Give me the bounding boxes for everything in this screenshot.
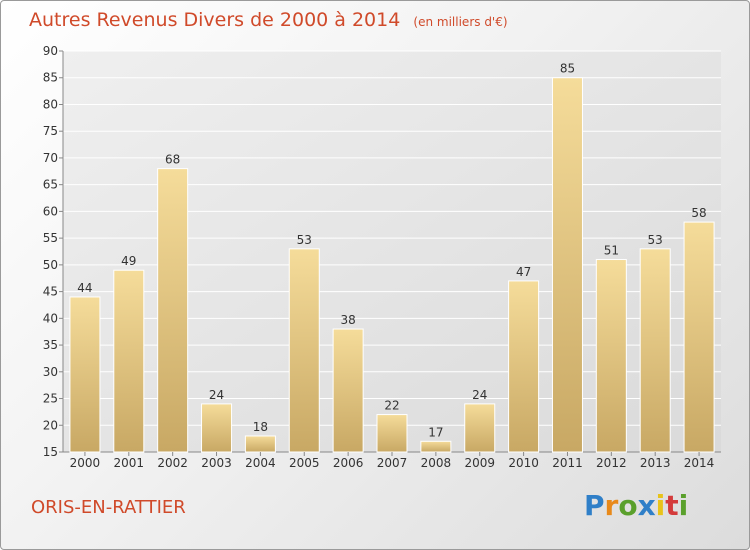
bar	[464, 403, 496, 453]
chart-title-block: Autres Revenus Divers de 2000 à 2014 (en…	[29, 9, 508, 31]
bar	[157, 168, 189, 453]
y-tick-label: 35	[43, 338, 58, 352]
y-tick-label: 90	[43, 44, 58, 58]
chart-subtitle: (en milliers d'€)	[413, 15, 508, 29]
place-name: ORIS-EN-RATTIER	[31, 497, 186, 518]
x-tick-label: 2010	[508, 456, 539, 470]
proxiti-logo: Proxiti	[584, 489, 688, 522]
logo-letter: o	[618, 489, 638, 522]
bar	[595, 259, 627, 453]
logo-letter: x	[637, 489, 656, 522]
data-label: 53	[648, 233, 663, 247]
x-tick-label: 2005	[289, 456, 320, 470]
x-tick-label: 2002	[157, 456, 188, 470]
data-label: 49	[121, 254, 136, 268]
y-tick-label: 25	[43, 392, 58, 406]
bar	[683, 221, 715, 453]
bar	[201, 403, 233, 453]
data-label: 44	[77, 281, 92, 295]
data-label: 17	[428, 425, 443, 439]
bar	[420, 440, 452, 453]
y-tick-label: 85	[43, 71, 58, 85]
data-label: 58	[691, 206, 706, 220]
y-tick-label: 55	[43, 231, 58, 245]
data-label: 68	[165, 153, 180, 167]
bar	[508, 280, 540, 453]
logo-letter: P	[584, 489, 605, 522]
x-tick-label: 2012	[596, 456, 627, 470]
y-tick-label: 50	[43, 258, 58, 272]
data-label: 85	[560, 62, 575, 76]
y-tick-label: 30	[43, 365, 58, 379]
bar	[113, 269, 145, 453]
x-tick-label: 2006	[333, 456, 364, 470]
data-label: 47	[516, 265, 531, 279]
data-label: 24	[209, 388, 224, 402]
bar	[639, 248, 671, 453]
chart-title: Autres Revenus Divers de 2000 à 2014	[29, 9, 401, 31]
y-tick-label: 80	[43, 97, 58, 111]
data-label: 51	[604, 244, 619, 258]
y-tick-label: 65	[43, 178, 58, 192]
bar	[332, 328, 364, 453]
y-tick-label: 70	[43, 151, 58, 165]
y-tick-label: 15	[43, 445, 58, 459]
data-label: 18	[253, 420, 268, 434]
bar	[551, 77, 583, 453]
data-label: 38	[340, 313, 355, 327]
x-tick-label: 2011	[552, 456, 583, 470]
logo-letter: i	[678, 489, 689, 522]
x-tick-label: 2008	[421, 456, 452, 470]
x-tick-label: 2004	[245, 456, 276, 470]
y-tick-label: 60	[43, 204, 58, 218]
y-tick-label: 75	[43, 124, 58, 138]
data-label: 22	[384, 399, 399, 413]
data-label: 24	[472, 388, 487, 402]
x-tick-label: 2007	[377, 456, 408, 470]
bar	[69, 296, 101, 453]
x-tick-label: 2000	[70, 456, 101, 470]
x-tick-label: 2009	[464, 456, 495, 470]
x-tick-label: 2001	[114, 456, 145, 470]
logo-letter: t	[665, 489, 679, 522]
data-label: 53	[297, 233, 312, 247]
y-tick-label: 40	[43, 311, 58, 325]
logo-letter: r	[604, 489, 619, 522]
x-tick-label: 2003	[201, 456, 232, 470]
bar	[288, 248, 320, 453]
y-tick-label: 20	[43, 418, 58, 432]
bar	[244, 435, 276, 453]
y-tick-label: 45	[43, 285, 58, 299]
bar	[376, 414, 408, 453]
logo-letter: i	[655, 489, 666, 522]
x-tick-label: 2014	[684, 456, 715, 470]
x-tick-label: 2013	[640, 456, 671, 470]
